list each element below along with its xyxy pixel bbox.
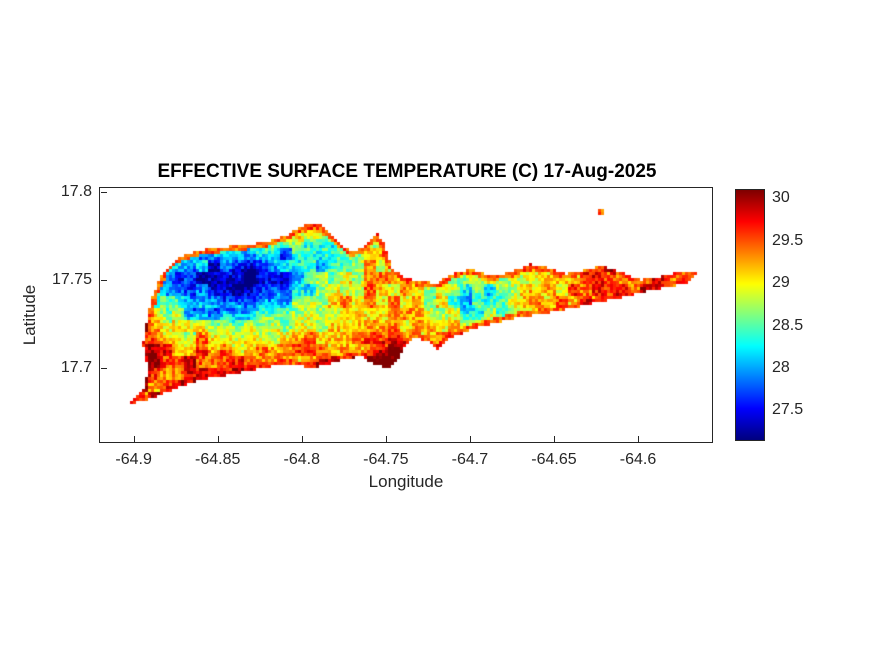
x-tick-label: -64.8 [283,451,320,468]
colorbar-tick-label: 27.5 [772,401,804,419]
y-tick-label: 17.75 [51,270,92,288]
y-tick-label: 17.7 [60,358,92,376]
x-tick-mark [133,436,135,442]
y-tick-label: 17.8 [60,183,92,201]
colorbar-tick-label: 29.5 [772,231,804,249]
x-tick-mark [301,436,303,442]
x-tick-mark [638,436,640,442]
colorbar-tick-label: 29 [772,274,790,292]
x-tick-mark [469,436,471,442]
y-tick-mark [101,367,107,369]
x-tick-label: -64.9 [115,451,152,468]
x-tick-label: -64.75 [363,451,409,468]
y-tick-mark [101,279,107,281]
y-tick-mark [101,192,107,194]
colorbar-tick-label: 28.5 [772,316,804,334]
chart-title: EFFECTIVE SURFACE TEMPERATURE (C) 17-Aug… [157,161,657,182]
colorbar-tick-label: 30 [772,189,790,207]
plot-axes [99,187,713,443]
x-tick-mark [217,436,219,442]
colorbar [735,189,765,441]
x-tick-label: -64.7 [451,451,489,468]
x-tick-mark [385,436,387,442]
x-tick-label: -64.65 [531,451,577,468]
x-tick-label: -64.6 [619,451,657,468]
y-axis-label: Latitude [20,284,39,346]
x-tick-mark [553,436,555,442]
colorbar-tick-label: 28 [772,358,790,376]
heatmap-canvas [100,188,712,442]
x-tick-label: -64.85 [195,451,241,468]
x-axis-label: Longitude [368,472,444,491]
